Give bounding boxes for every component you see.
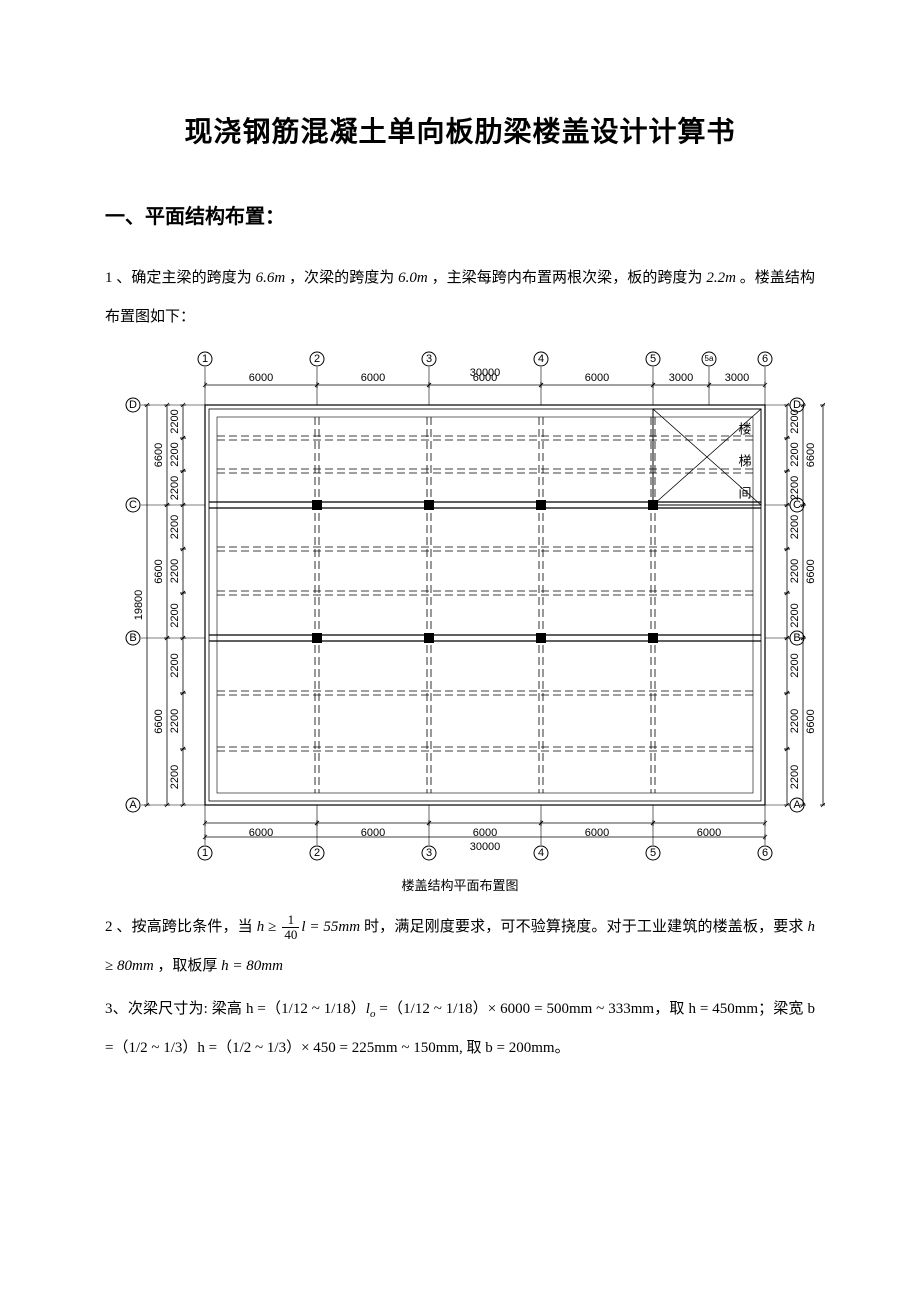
- svg-text:6: 6: [762, 353, 768, 365]
- svg-text:6600: 6600: [805, 443, 817, 467]
- paragraph-1: 1 、确定主梁的跨度为 6.6m ，次梁的跨度为 6.0m ，主梁每跨内布置两根…: [105, 259, 815, 337]
- paragraph-3: 3、次梁尺寸为: 梁高 h =（1/12 ~ 1/18）lo =（1/12 ~ …: [105, 990, 815, 1068]
- svg-text:楼: 楼: [738, 421, 751, 436]
- value: = 80mm: [229, 958, 283, 974]
- svg-text:4: 4: [538, 847, 544, 859]
- text: ，取板厚: [154, 958, 222, 974]
- floor-plan-diagram: 楼梯间11223344555a66DDCCBBAA600060006000600…: [105, 345, 815, 865]
- svg-text:5: 5: [650, 847, 656, 859]
- svg-text:B: B: [793, 632, 800, 644]
- text: 3、次梁尺寸为: 梁高 h =（1/12 ~ 1/18）: [105, 1001, 366, 1017]
- svg-text:2200: 2200: [789, 709, 801, 733]
- svg-text:梯: 梯: [738, 453, 751, 468]
- svg-text:5: 5: [650, 353, 656, 365]
- value: ≥ 80mm: [105, 958, 154, 974]
- text: ，主梁每跨内布置两根次梁，板的跨度为: [428, 270, 707, 286]
- svg-text:2200: 2200: [789, 409, 801, 433]
- svg-text:D: D: [129, 399, 137, 411]
- svg-text:2200: 2200: [169, 515, 181, 539]
- diagram-caption: 楼盖结构平面布置图: [105, 875, 815, 894]
- value: 6.6m: [256, 270, 286, 286]
- var-h: h: [221, 958, 229, 974]
- svg-text:1: 1: [202, 353, 208, 365]
- svg-text:2200: 2200: [789, 476, 801, 500]
- svg-text:6600: 6600: [805, 559, 817, 583]
- text: 2 、按高跨比条件，当: [105, 919, 257, 935]
- frac-num: 1: [282, 913, 299, 928]
- fraction: 140: [282, 913, 299, 941]
- svg-text:3: 3: [426, 847, 432, 859]
- svg-text:4: 4: [538, 353, 544, 365]
- svg-text:2: 2: [314, 353, 320, 365]
- svg-text:2200: 2200: [169, 476, 181, 500]
- svg-text:2200: 2200: [169, 409, 181, 433]
- svg-text:2200: 2200: [789, 765, 801, 789]
- svg-text:30000: 30000: [470, 841, 501, 853]
- svg-text:6: 6: [762, 847, 768, 859]
- var-h: h: [808, 919, 816, 935]
- svg-text:6000: 6000: [361, 372, 385, 384]
- svg-text:B: B: [129, 632, 136, 644]
- svg-text:2200: 2200: [169, 559, 181, 583]
- svg-text:2200: 2200: [169, 603, 181, 627]
- value: 2.2m: [706, 270, 736, 286]
- svg-text:6600: 6600: [153, 443, 165, 467]
- svg-text:2200: 2200: [169, 653, 181, 677]
- svg-text:6000: 6000: [585, 372, 609, 384]
- frac-den: 40: [282, 928, 299, 942]
- text: ，次梁的跨度为: [285, 270, 398, 286]
- svg-text:3: 3: [426, 353, 432, 365]
- svg-text:3000: 3000: [725, 372, 749, 384]
- svg-text:1: 1: [202, 847, 208, 859]
- svg-text:6600: 6600: [153, 559, 165, 583]
- svg-text:A: A: [129, 799, 137, 811]
- svg-text:2200: 2200: [169, 442, 181, 466]
- svg-text:间: 间: [738, 485, 751, 500]
- svg-text:6600: 6600: [153, 709, 165, 733]
- value: 6.0m: [398, 270, 428, 286]
- svg-text:2: 2: [314, 847, 320, 859]
- svg-text:2200: 2200: [169, 765, 181, 789]
- text: ≥: [264, 919, 280, 935]
- text: 1 、确定主梁的跨度为: [105, 270, 256, 286]
- svg-text:30000: 30000: [470, 367, 501, 379]
- svg-text:C: C: [129, 499, 137, 511]
- svg-text:19800: 19800: [133, 590, 145, 621]
- svg-text:2200: 2200: [789, 515, 801, 539]
- section-1-heading: 一、平面结构布置：: [105, 200, 815, 229]
- text: 时，满足刚度要求，可不验算挠度。对于工业建筑的楼盖板，要求: [360, 919, 807, 935]
- svg-text:6000: 6000: [249, 372, 273, 384]
- paragraph-2: 2 、按高跨比条件，当 h ≥ 140l = 55mm 时，满足刚度要求，可不验…: [105, 908, 815, 986]
- svg-text:2200: 2200: [789, 603, 801, 627]
- svg-text:2200: 2200: [789, 653, 801, 677]
- value: = 55mm: [305, 919, 360, 935]
- page-title: 现浇钢筋混凝土单向板肋梁楼盖设计计算书: [105, 110, 815, 150]
- svg-text:3000: 3000: [669, 372, 693, 384]
- svg-text:2200: 2200: [169, 709, 181, 733]
- svg-text:5a: 5a: [705, 354, 714, 363]
- svg-text:D: D: [793, 399, 801, 411]
- svg-text:2200: 2200: [789, 442, 801, 466]
- svg-text:6600: 6600: [805, 709, 817, 733]
- plan-svg: 楼梯间11223344555a66DDCCBBAA600060006000600…: [105, 345, 825, 865]
- svg-text:2200: 2200: [789, 559, 801, 583]
